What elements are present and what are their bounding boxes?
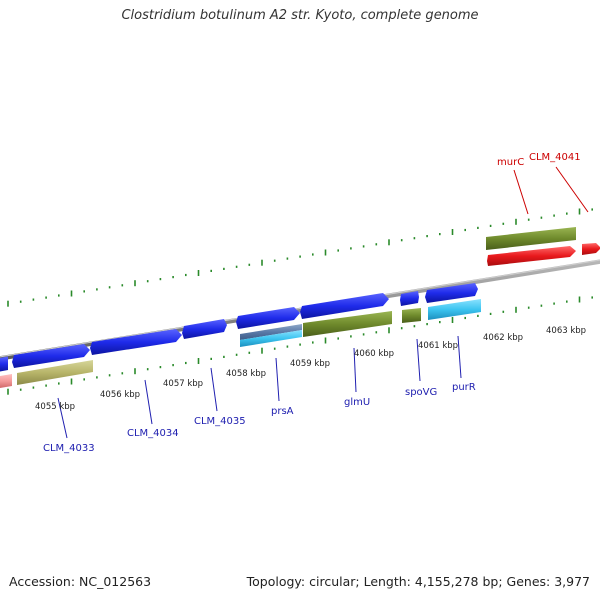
gene-label-clm4034[interactable]: CLM_4034 bbox=[127, 428, 179, 439]
cds-reverse-4033[interactable] bbox=[17, 360, 93, 385]
cds-red-clm4041[interactable] bbox=[487, 246, 576, 266]
inner-tick-row bbox=[7, 296, 594, 395]
gene-label-prsA[interactable]: prsA bbox=[271, 406, 294, 417]
cds-reverse-glmU[interactable] bbox=[303, 311, 392, 337]
cds-pink-left-edge[interactable] bbox=[0, 374, 12, 388]
rna-prsA-cyan[interactable] bbox=[240, 330, 302, 347]
gene-label-purR[interactable]: purR bbox=[452, 382, 476, 393]
cds-reverse-murC[interactable] bbox=[486, 227, 576, 250]
gene-label-glmU[interactable]: glmU bbox=[344, 397, 370, 408]
kbp-scale-labels: 4055 kbp 4056 kbp 4057 kbp 4058 kbp 4059… bbox=[35, 326, 586, 412]
kbp-label-4059: 4059 kbp bbox=[290, 359, 330, 369]
kbp-label-4055: 4055 kbp bbox=[35, 402, 75, 412]
gene-label-clm4041[interactable]: CLM_4041 bbox=[529, 152, 581, 163]
cds-forward-prsA[interactable] bbox=[236, 307, 300, 329]
kbp-label-4060: 4060 kbp bbox=[354, 349, 394, 359]
gene-label-clm4035[interactable]: CLM_4035 bbox=[194, 416, 246, 427]
gene-label-murC[interactable]: murC bbox=[497, 157, 524, 168]
kbp-label-4056: 4056 kbp bbox=[100, 390, 140, 400]
label-callouts bbox=[57, 166, 589, 439]
kbp-label-4061: 4061 kbp bbox=[418, 341, 458, 351]
cds-forward-glmU[interactable] bbox=[300, 293, 389, 319]
genome-summary-text: Topology: circular; Length: 4,155,278 bp… bbox=[246, 574, 590, 589]
rna-purR-cyan[interactable] bbox=[428, 299, 481, 320]
cds-red-right-edge[interactable] bbox=[582, 243, 600, 255]
kbp-label-4062: 4062 kbp bbox=[483, 333, 523, 343]
kbp-label-4057: 4057 kbp bbox=[163, 379, 203, 389]
cds-forward-4035[interactable] bbox=[182, 319, 227, 339]
cds-reverse-spoVG[interactable] bbox=[402, 308, 421, 323]
gene-labels: CLM_4033 CLM_4034 CLM_4035 prsA glmU spo… bbox=[43, 152, 581, 454]
kbp-label-4063: 4063 kbp bbox=[546, 326, 586, 336]
gene-features bbox=[0, 227, 600, 388]
accession-text: Accession: NC_012563 bbox=[9, 574, 152, 589]
cds-forward-left-edge[interactable] bbox=[0, 356, 8, 372]
cds-forward-4033[interactable] bbox=[12, 344, 90, 368]
kbp-label-4058: 4058 kbp bbox=[226, 369, 266, 379]
map-title: Clostridium botulinum A2 str. Kyoto, com… bbox=[121, 8, 479, 23]
rna-prsA-steel[interactable] bbox=[240, 324, 302, 340]
cds-forward-purR[interactable] bbox=[425, 283, 478, 303]
gene-label-spoVG[interactable]: spoVG bbox=[405, 387, 437, 398]
outer-tick-row bbox=[7, 208, 594, 307]
gene-label-clm4033[interactable]: CLM_4033 bbox=[43, 443, 95, 454]
cds-forward-spoVG[interactable] bbox=[400, 291, 419, 306]
cds-forward-4034[interactable] bbox=[90, 329, 182, 355]
